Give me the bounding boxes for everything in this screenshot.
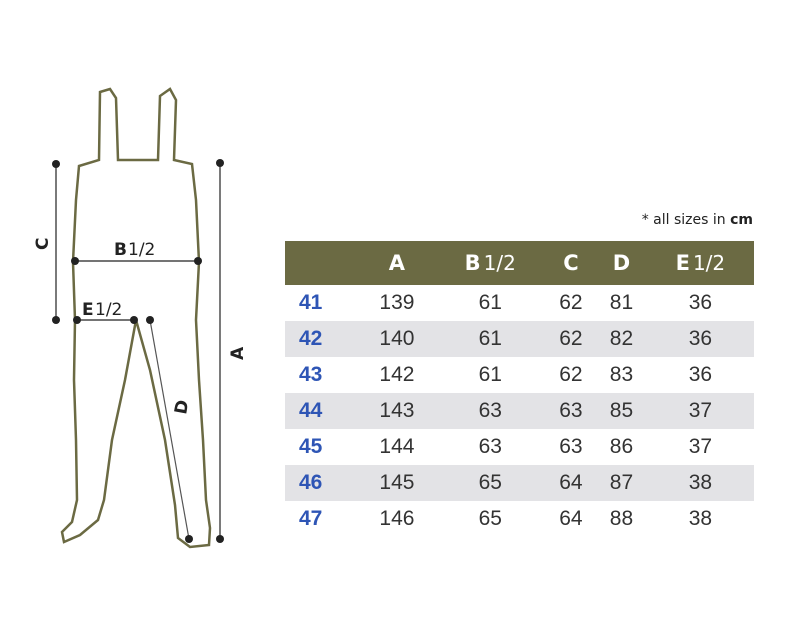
table-row: 44 143 63 63 85 37 xyxy=(285,393,754,429)
size-cell: 41 xyxy=(299,291,323,314)
table-row: 46 145 65 64 87 38 xyxy=(285,465,754,501)
value-cell: 38 xyxy=(688,507,713,530)
column-suffix: 1/2 xyxy=(483,251,516,275)
value-cell: 143 xyxy=(359,393,435,429)
column-header: A xyxy=(359,241,435,285)
value-cell: 36 xyxy=(688,291,713,314)
value-cell: 85 xyxy=(596,393,647,429)
value-cell: 83 xyxy=(609,363,634,386)
column-header: C xyxy=(545,241,597,285)
label-e-half: 1/2 xyxy=(95,300,122,320)
value-cell: 87 xyxy=(596,465,647,501)
value-cell: 65 xyxy=(434,465,546,501)
value-cell: 62 xyxy=(559,363,583,386)
size-cell: 43 xyxy=(299,363,323,386)
size-cell: 45 xyxy=(299,435,323,458)
column-header: B 1/2 xyxy=(434,241,546,285)
column-letter: B xyxy=(464,251,481,275)
value-cell: 81 xyxy=(609,291,634,314)
value-cell: 61 xyxy=(478,363,502,386)
value-cell: 146 xyxy=(379,507,415,530)
column-letter: E xyxy=(675,251,690,275)
units-note: * all sizes in cm xyxy=(642,212,753,228)
value-cell: 37 xyxy=(688,435,713,458)
table-row: 47 146 65 64 88 38 xyxy=(285,501,754,537)
value-cell: 144 xyxy=(379,435,415,458)
label-d: D xyxy=(171,398,193,415)
note-text: * all sizes in xyxy=(641,212,731,228)
value-cell: 38 xyxy=(646,465,754,501)
value-cell: 36 xyxy=(646,321,754,357)
value-cell: 139 xyxy=(379,291,415,314)
column-header: E 1/2 xyxy=(646,241,754,285)
value-cell: 63 xyxy=(434,393,546,429)
table-row: 43 142 61 62 83 36 xyxy=(285,357,754,393)
value-cell: 142 xyxy=(379,363,415,386)
table-row: 42 140 61 62 82 36 xyxy=(285,321,754,357)
value-cell: 63 xyxy=(559,435,583,458)
value-cell: 63 xyxy=(545,393,597,429)
column-letter: C xyxy=(563,251,579,275)
value-cell: 82 xyxy=(596,321,647,357)
label-c: C xyxy=(33,238,53,250)
value-cell: 61 xyxy=(434,321,546,357)
table-header: A B 1/2 C D E 1/2 xyxy=(285,241,754,285)
label-e: E xyxy=(82,300,94,320)
label-a: A xyxy=(228,346,248,360)
note-unit: cm xyxy=(730,212,753,228)
value-cell: 140 xyxy=(359,321,435,357)
table-row: 45 144 63 63 86 37 xyxy=(285,429,754,465)
column-suffix: 1/2 xyxy=(692,251,726,275)
size-table: A B 1/2 C D E 1/2 41 139 61 62 81 36 42 140 61 62 82 36 43… xyxy=(285,241,754,537)
value-cell: 37 xyxy=(646,393,754,429)
size-cell: 47 xyxy=(299,507,323,530)
column-header: D xyxy=(596,241,647,285)
size-cell: 46 xyxy=(285,465,359,501)
table-row: 41 139 61 62 81 36 xyxy=(285,285,754,321)
size-cell: 44 xyxy=(285,393,359,429)
column-letter: A xyxy=(388,251,406,275)
value-cell: 86 xyxy=(609,435,634,458)
column-letter: D xyxy=(612,251,631,275)
value-cell: 64 xyxy=(545,465,597,501)
value-cell: 88 xyxy=(609,507,634,530)
value-cell: 61 xyxy=(478,291,502,314)
value-cell: 63 xyxy=(478,435,502,458)
size-cell: 42 xyxy=(285,321,359,357)
label-b: B xyxy=(114,240,127,260)
value-cell: 62 xyxy=(559,291,583,314)
label-b-half: 1/2 xyxy=(128,240,155,260)
value-cell: 64 xyxy=(559,507,583,530)
wader-outline xyxy=(60,87,212,549)
value-cell: 36 xyxy=(688,363,713,386)
wader-diagram: B 1/2 E 1/2 C A D xyxy=(33,87,248,549)
value-cell: 145 xyxy=(359,465,435,501)
value-cell: 62 xyxy=(545,321,597,357)
value-cell: 65 xyxy=(478,507,502,530)
